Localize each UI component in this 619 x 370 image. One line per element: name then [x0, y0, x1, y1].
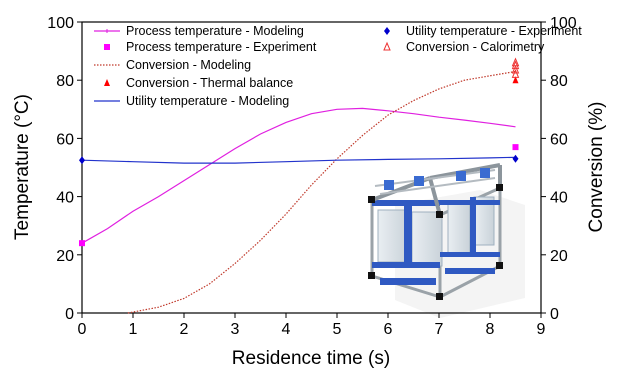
series-process-temperature-modeling-line	[81, 107, 516, 244]
x-tick-label: 4	[282, 321, 291, 338]
legend-label-conversion-calorimetry: Conversion - Calorimetry	[406, 40, 545, 54]
x-tick-label: 5	[333, 321, 342, 338]
x-tick-label: 6	[384, 321, 393, 338]
y-tick-label: 0	[65, 306, 74, 323]
legend-label-conversion-modeling: Conversion - Modeling	[126, 58, 251, 72]
legend-swatch-utility-temperature-experiment	[384, 27, 390, 35]
legend-label-process-temperature-modeling: Process temperature - Modeling	[126, 24, 304, 38]
series-layer	[79, 57, 520, 314]
legend-marker	[104, 79, 110, 86]
y-tick-label: 60	[56, 131, 74, 148]
series-conversion-thermal-balance-point	[512, 76, 519, 84]
series-process-temperature-experiment-point	[512, 144, 519, 151]
y-tick-label: 80	[56, 73, 74, 90]
series-conversion-calorimetry-point	[511, 57, 520, 67]
x-tick-label: 0	[78, 321, 87, 338]
legend: Process temperature - Modeling Process te…	[94, 24, 582, 108]
series-conversion-calorimetry-point	[511, 64, 520, 74]
series-conversion-calorimetry-point	[511, 69, 520, 78]
x-tick-label: 8	[486, 321, 495, 338]
y2-axis-label: Conversion (%)	[586, 102, 607, 233]
y-axis-label: Temperature (°C)	[12, 94, 33, 240]
legend-label-process-temperature-experiment: Process temperature - Experiment	[126, 40, 317, 54]
legend-label-utility-temperature-experiment: Utility temperature - Experiment	[406, 24, 582, 38]
legend-swatch-conversion-calorimetry	[383, 41, 391, 51]
series-conversion-calorimetry-point	[511, 60, 520, 70]
x-axis-label: Residence time (s)	[232, 348, 390, 369]
series-utility-temperature-experiment-point	[79, 156, 85, 165]
y2-tick-label: 100	[550, 15, 577, 32]
legend-marker	[384, 27, 390, 35]
reactor-photo	[368, 163, 525, 318]
legend-label-utility-temperature-modeling: Utility temperature - Modeling	[126, 94, 289, 108]
y2-tick-label: 40	[550, 190, 568, 207]
plot-frame	[81, 21, 542, 314]
x-tick-label: 7	[435, 321, 444, 338]
legend-label-conversion-thermal-balance: Conversion - Thermal balance	[126, 76, 293, 90]
y2-tick-label: 60	[550, 131, 568, 148]
legend-marker	[383, 41, 391, 51]
legend-swatch-process-temperature-experiment	[104, 44, 110, 50]
legend-marker	[104, 44, 110, 50]
series-utility-temperature-modeling-line	[81, 156, 516, 164]
x-tick-label: 3	[231, 321, 240, 338]
x-tick-label: 9	[537, 321, 546, 338]
y-tick-label: 40	[56, 190, 74, 207]
y-tick-label: 100	[47, 15, 74, 32]
legend-swatch-conversion-thermal-balance	[104, 79, 110, 86]
x-tick-label: 1	[129, 321, 138, 338]
y-tick-label: 20	[56, 248, 74, 265]
y2-tick-label: 20	[550, 248, 568, 265]
y2-tick-label: 0	[550, 306, 559, 323]
series-conversion-modeling-line	[127, 70, 516, 314]
x-tick-label: 2	[180, 321, 189, 338]
series-process-temperature-experiment-point	[79, 240, 85, 247]
series-utility-temperature-experiment-point	[512, 154, 519, 163]
y2-tick-label: 80	[550, 73, 568, 90]
